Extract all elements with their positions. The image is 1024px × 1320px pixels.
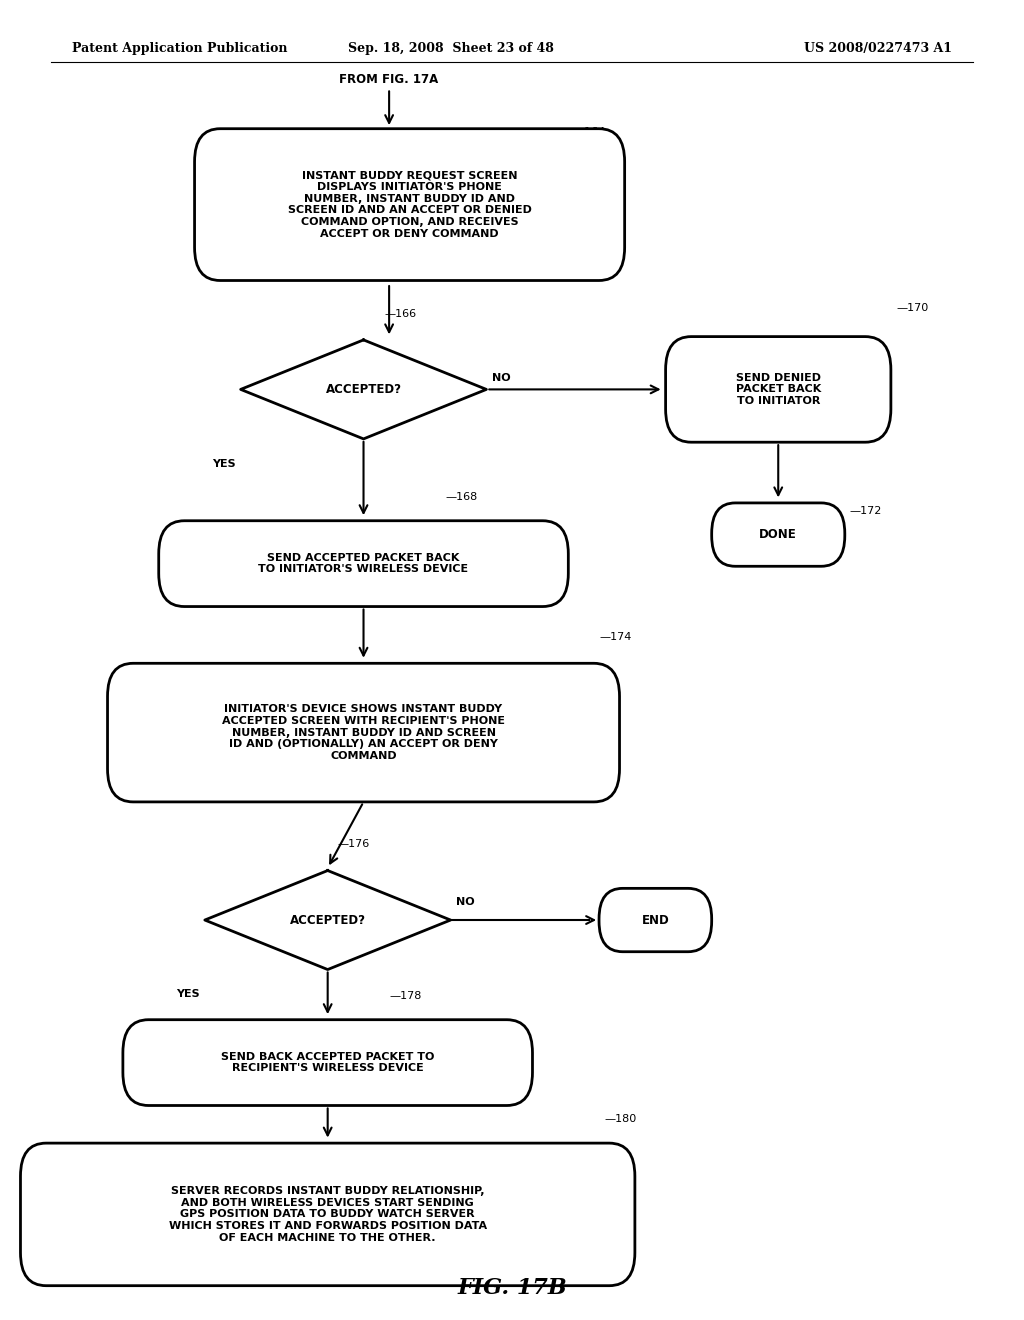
Text: —174: —174: [599, 632, 632, 642]
Text: INITIATOR'S DEVICE SHOWS INSTANT BUDDY
ACCEPTED SCREEN WITH RECIPIENT'S PHONE
NU: INITIATOR'S DEVICE SHOWS INSTANT BUDDY A…: [222, 705, 505, 760]
Text: SEND DENIED
PACKET BACK
TO INITIATOR: SEND DENIED PACKET BACK TO INITIATOR: [735, 372, 821, 407]
Text: —172: —172: [850, 506, 883, 516]
Text: NO: NO: [492, 372, 510, 383]
Text: SEND BACK ACCEPTED PACKET TO
RECIPIENT'S WIRELESS DEVICE: SEND BACK ACCEPTED PACKET TO RECIPIENT'S…: [221, 1052, 434, 1073]
FancyBboxPatch shape: [123, 1019, 532, 1106]
Text: YES: YES: [176, 990, 200, 999]
Polygon shape: [205, 871, 451, 969]
FancyBboxPatch shape: [666, 337, 891, 442]
Text: FIG. 17B: FIG. 17B: [457, 1276, 567, 1299]
FancyBboxPatch shape: [599, 888, 712, 952]
FancyBboxPatch shape: [108, 663, 620, 801]
Text: —178: —178: [389, 991, 422, 1001]
Text: SERVER RECORDS INSTANT BUDDY RELATIONSHIP,
AND BOTH WIRELESS DEVICES START SENDI: SERVER RECORDS INSTANT BUDDY RELATIONSHI…: [169, 1187, 486, 1242]
FancyBboxPatch shape: [20, 1143, 635, 1286]
FancyBboxPatch shape: [712, 503, 845, 566]
Text: Patent Application Publication: Patent Application Publication: [72, 42, 287, 55]
Text: —170: —170: [896, 302, 928, 313]
Text: Sep. 18, 2008  Sheet 23 of 48: Sep. 18, 2008 Sheet 23 of 48: [347, 42, 554, 55]
Text: ACCEPTED?: ACCEPTED?: [326, 383, 401, 396]
FancyBboxPatch shape: [195, 129, 625, 281]
Text: YES: YES: [212, 459, 236, 469]
Text: —168: —168: [445, 492, 477, 502]
Text: —180: —180: [604, 1114, 636, 1125]
Text: —166: —166: [384, 309, 416, 318]
Text: ACCEPTED?: ACCEPTED?: [290, 913, 366, 927]
FancyBboxPatch shape: [159, 521, 568, 607]
Text: —176: —176: [338, 840, 370, 849]
Text: FROM FIG. 17A: FROM FIG. 17A: [340, 73, 438, 86]
Text: DONE: DONE: [760, 528, 797, 541]
Polygon shape: [241, 341, 486, 438]
Text: —164: —164: [573, 127, 605, 137]
Text: US 2008/0227473 A1: US 2008/0227473 A1: [804, 42, 952, 55]
Text: END: END: [641, 913, 670, 927]
Text: INSTANT BUDDY REQUEST SCREEN
DISPLAYS INITIATOR'S PHONE
NUMBER, INSTANT BUDDY ID: INSTANT BUDDY REQUEST SCREEN DISPLAYS IN…: [288, 170, 531, 239]
Text: SEND ACCEPTED PACKET BACK
TO INITIATOR'S WIRELESS DEVICE: SEND ACCEPTED PACKET BACK TO INITIATOR'S…: [258, 553, 469, 574]
Text: NO: NO: [456, 896, 474, 907]
